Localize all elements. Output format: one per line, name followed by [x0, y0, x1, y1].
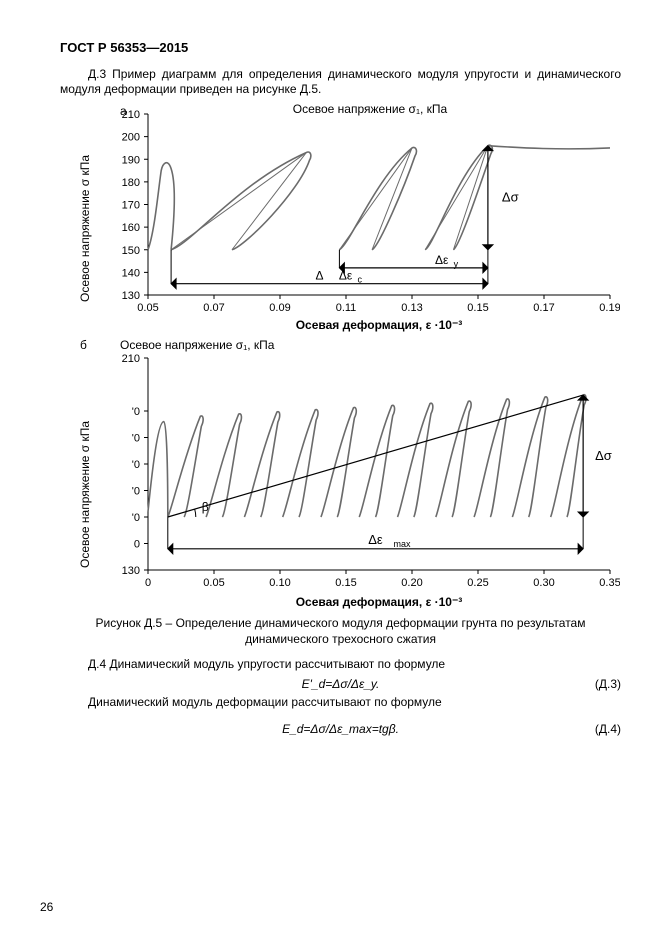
- svg-text:Осевая деформация, ε ·10⁻³: Осевая деформация, ε ·10⁻³: [296, 318, 463, 332]
- svg-text:Δε: Δε: [339, 269, 353, 283]
- formula-d3-num: (Д.3): [595, 677, 621, 693]
- formula-d3-row: E'_d=Δσ/Δε_y. (Д.3): [60, 677, 621, 695]
- svg-text:Δε: Δε: [368, 532, 383, 547]
- d4b-text-span: Динамический модуль деформации рассчитыв…: [88, 695, 442, 709]
- svg-text:190: 190: [122, 154, 140, 166]
- svg-text:Δ: Δ: [315, 269, 323, 283]
- chart-b-svg: 130 0 '0 '0 '0 '0 '0 210 0 0.05 0.10 0.15 0.20 0.25 0.…: [100, 352, 620, 610]
- chart-a-svg: 130 140 150 160 170 180 190 200 210 0.05 0.07 0.09 0…: [100, 108, 620, 333]
- d4b-text: Динамический модуль деформации рассчитыв…: [60, 695, 621, 711]
- svg-text:0.05: 0.05: [203, 577, 224, 589]
- d4-text-span: Д.4 Динамический модуль упругости рассчи…: [88, 657, 445, 671]
- panel-b-letter: б: [80, 338, 87, 354]
- svg-text:210: 210: [122, 109, 140, 121]
- svg-text:0.25: 0.25: [467, 577, 488, 589]
- formula-d4-row: E_d=Δσ/Δε_max=tgβ. (Д.4): [60, 722, 621, 740]
- svg-text:0.09: 0.09: [269, 302, 290, 314]
- chart-b-y-title: Осевое напряжение σ кПа: [78, 421, 94, 568]
- formula-d4: E_d=Δσ/Δε_max=tgβ.: [60, 722, 621, 738]
- svg-text:Осевая деформация, ε ·10⁻³: Осевая деформация, ε ·10⁻³: [296, 595, 463, 609]
- chart-b-wrap: б Осевое напряжение σ₁, кПа Осевое напря…: [80, 338, 621, 608]
- intro-paragraph: Д.3 Пример диаграмм для определения дина…: [60, 67, 621, 98]
- svg-text:0.20: 0.20: [401, 577, 422, 589]
- svg-text:150: 150: [122, 245, 140, 257]
- svg-text:210: 210: [122, 353, 140, 365]
- svg-text:0: 0: [145, 577, 151, 589]
- formula-d3: E'_d=Δσ/Δε_y.: [60, 677, 621, 693]
- intro-text: Д.3 Пример диаграмм для определения дина…: [60, 67, 621, 97]
- svg-text:0: 0: [134, 539, 140, 551]
- svg-text:0.13: 0.13: [401, 302, 422, 314]
- svg-text:0.15: 0.15: [335, 577, 356, 589]
- formula-d4-num: (Д.4): [595, 722, 621, 738]
- page-number: 26: [40, 900, 53, 916]
- svg-text:160: 160: [122, 222, 140, 234]
- doc-header: ГОСТ Р 56353—2015: [60, 40, 621, 57]
- svg-text:max: max: [393, 539, 411, 549]
- svg-text:Δσ: Δσ: [595, 448, 612, 463]
- svg-text:0.30: 0.30: [533, 577, 554, 589]
- svg-text:Δσ: Δσ: [502, 190, 519, 205]
- svg-text:130: 130: [122, 565, 140, 577]
- figure-caption-2: динамического трехосного сжатия: [60, 632, 621, 648]
- svg-text:0.07: 0.07: [203, 302, 224, 314]
- svg-text:130: 130: [122, 290, 140, 302]
- svg-text:y: y: [454, 259, 459, 269]
- svg-text:0.19: 0.19: [599, 302, 620, 314]
- svg-text:180: 180: [122, 177, 140, 189]
- figure-caption-1: Рисунок Д.5 – Определение динамического …: [60, 616, 621, 632]
- svg-text:200: 200: [122, 132, 140, 144]
- svg-text:Δε: Δε: [435, 253, 449, 267]
- d4-text: Д.4 Динамический модуль упругости рассчи…: [60, 657, 621, 673]
- svg-text:'0: '0: [132, 406, 140, 418]
- chart-a-y-title: Осевое напряжение σ кПа: [78, 155, 94, 302]
- svg-text:0.35: 0.35: [599, 577, 620, 589]
- svg-text:c: c: [358, 275, 363, 285]
- svg-text:'0: '0: [132, 512, 140, 524]
- svg-text:'0: '0: [132, 486, 140, 498]
- svg-text:0.11: 0.11: [336, 302, 357, 314]
- svg-text:0.15: 0.15: [467, 302, 488, 314]
- svg-text:'0: '0: [132, 459, 140, 471]
- svg-text:170: 170: [122, 200, 140, 212]
- chart-a-wrap: а Осевое напряжение σ₁, кПа Осевое напря…: [80, 102, 621, 332]
- svg-text:'0: '0: [132, 433, 140, 445]
- svg-text:0.17: 0.17: [533, 302, 554, 314]
- svg-text:140: 140: [122, 267, 140, 279]
- svg-text:β: β: [202, 500, 209, 514]
- svg-text:0.10: 0.10: [269, 577, 290, 589]
- svg-text:0.05: 0.05: [137, 302, 158, 314]
- page: ГОСТ Р 56353—2015 Д.3 Пример диаграмм дл…: [0, 0, 661, 936]
